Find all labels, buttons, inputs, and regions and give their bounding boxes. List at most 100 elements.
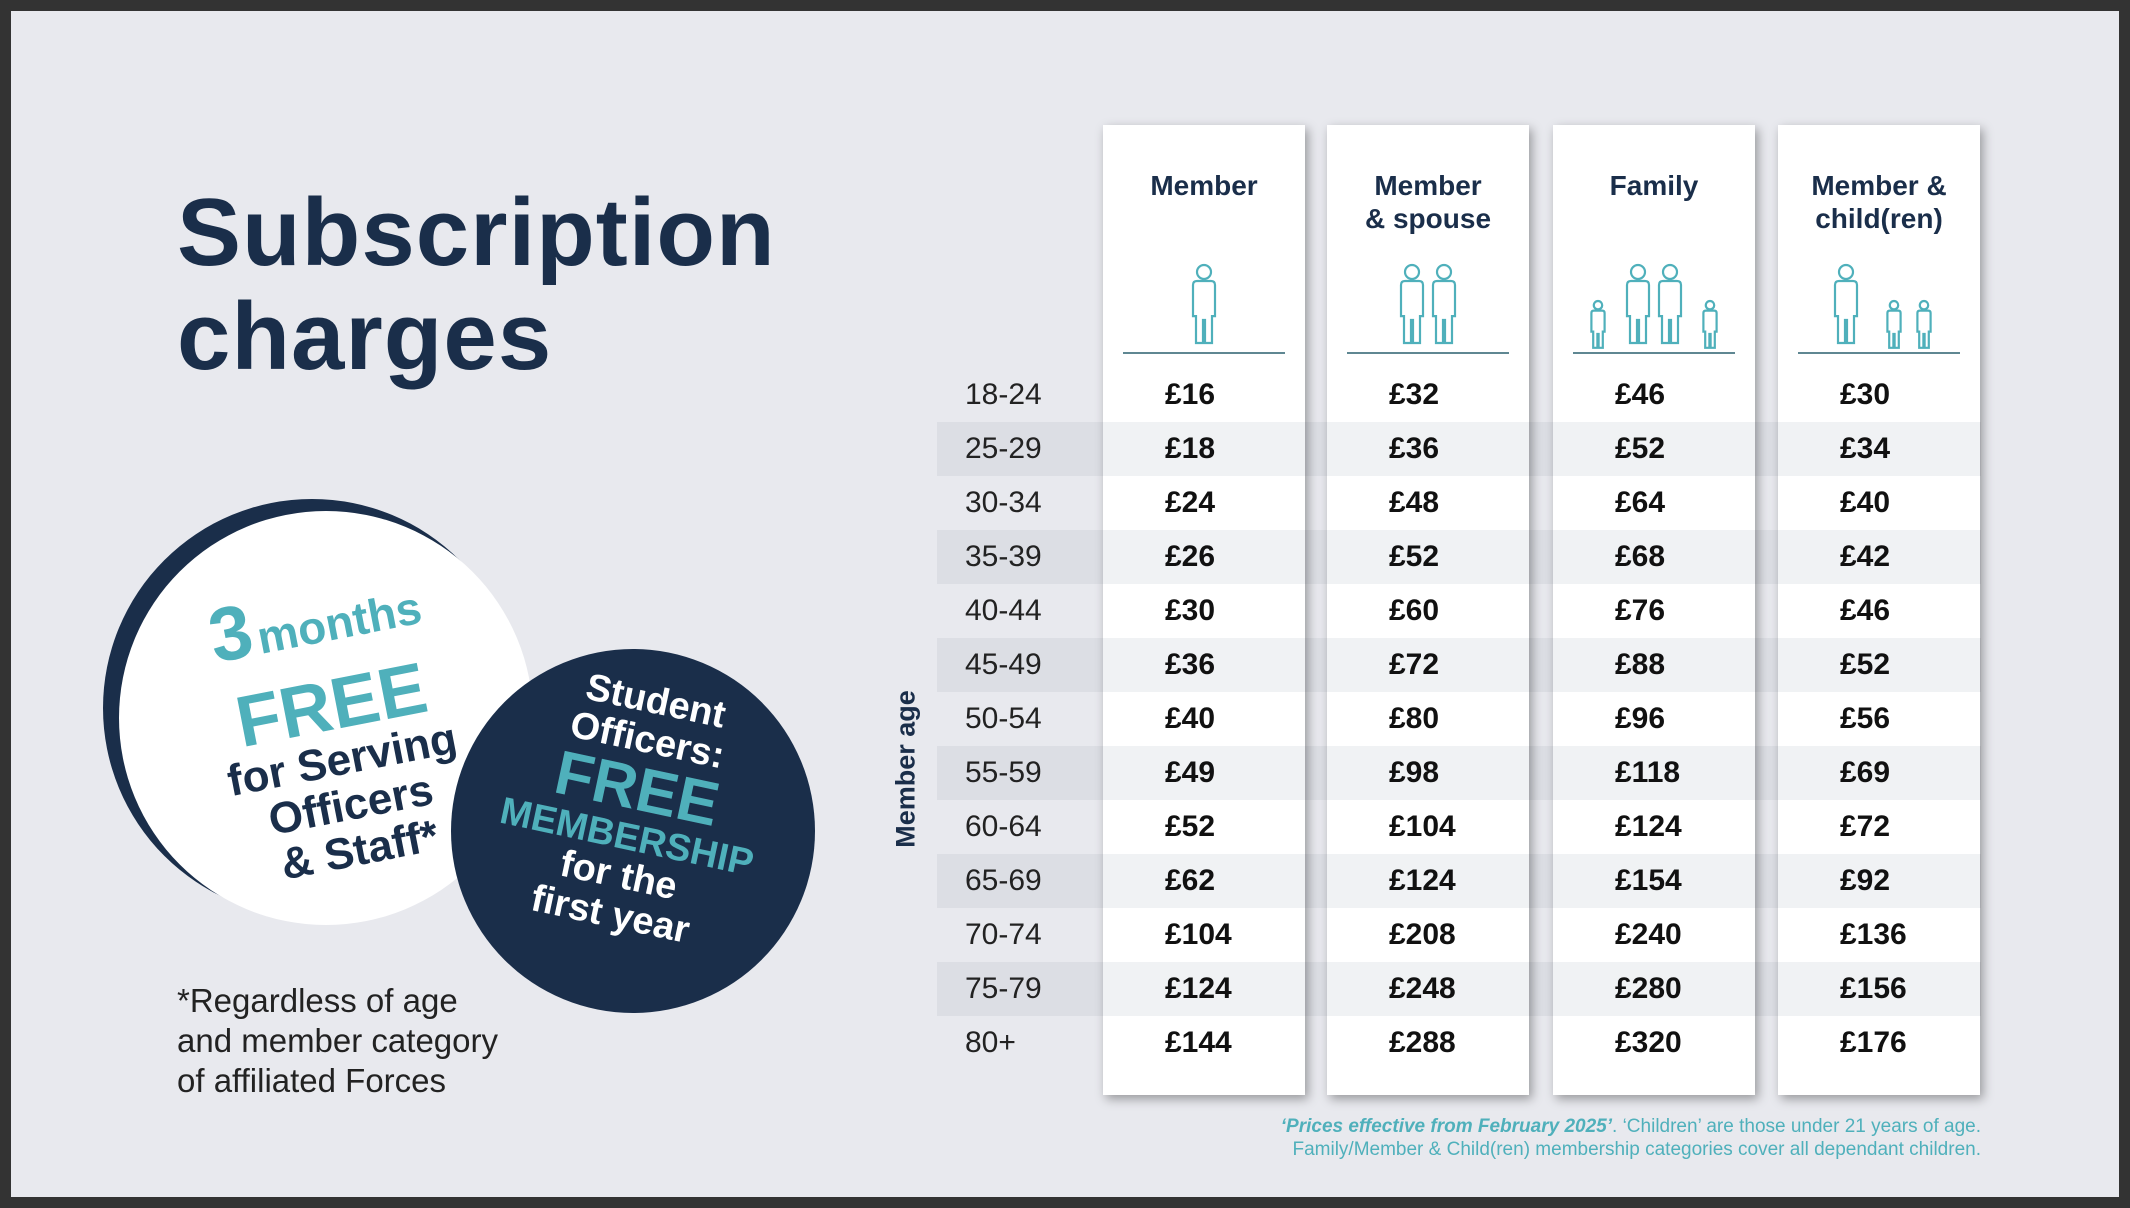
price-cell: £16 xyxy=(1165,378,1216,411)
price-cell: £56 xyxy=(1840,702,1891,735)
price-cell: £98 xyxy=(1389,756,1440,789)
price-cell: £52 xyxy=(1389,540,1440,573)
page-title: Subscription charges xyxy=(177,181,776,389)
note-line: of affiliated Forces xyxy=(177,1062,447,1099)
footnote-text: Family/Member & Child(ren) membership ca… xyxy=(1292,1139,1981,1160)
row-stripe xyxy=(1778,854,1980,908)
price-column: Member £16 £18 £24 £26 £30 £36 £40 £49 £52 £62 £104… xyxy=(1103,125,1305,1095)
row-stripe xyxy=(1327,638,1529,692)
price-cell: £52 xyxy=(1615,432,1666,465)
row-stripe xyxy=(1778,422,1980,476)
price-cell: £156 xyxy=(1840,972,1907,1005)
footnote: ‘Prices effective from February 2025’. ‘… xyxy=(1281,1115,1981,1161)
row-stripe xyxy=(1103,638,1305,692)
price-cell: £92 xyxy=(1840,864,1891,897)
column-header-line: & spouse xyxy=(1364,203,1492,234)
price-cell: £118 xyxy=(1615,756,1681,789)
price-cell: £208 xyxy=(1389,918,1456,951)
footnote-text: . ‘Children’ are those under 21 years of… xyxy=(1612,1116,1981,1137)
row-stripe xyxy=(1327,962,1529,1016)
row-axis-label: Member age xyxy=(890,690,921,848)
price-cell: £248 xyxy=(1389,972,1456,1005)
price-cell: £320 xyxy=(1615,1026,1682,1059)
row-stripe xyxy=(1327,422,1529,476)
price-cell: £18 xyxy=(1165,432,1216,465)
row-stripe xyxy=(1103,530,1305,584)
age-band-label: 80+ xyxy=(965,1026,1016,1059)
price-cell: £24 xyxy=(1165,486,1216,519)
age-band-label: 25-29 xyxy=(965,432,1042,465)
note-line: and member category xyxy=(177,1022,498,1059)
title-line: Subscription xyxy=(177,179,776,286)
eligibility-note: *Regardless of age and member category o… xyxy=(177,981,498,1101)
price-cell: £68 xyxy=(1615,540,1666,573)
row-stripe xyxy=(1103,854,1305,908)
price-cell: £26 xyxy=(1165,540,1216,573)
row-stripe xyxy=(1327,746,1529,800)
badge-number: 3 xyxy=(201,588,260,680)
price-cell: £32 xyxy=(1389,378,1440,411)
price-cell: £62 xyxy=(1165,864,1216,897)
age-band-label: 30-34 xyxy=(965,486,1042,519)
row-stripe xyxy=(1778,530,1980,584)
price-cell: £49 xyxy=(1165,756,1216,789)
price-cell: £124 xyxy=(1165,972,1232,1005)
row-stripe xyxy=(1778,746,1980,800)
column-header-line: Member xyxy=(1150,170,1258,201)
family-icon xyxy=(1573,263,1735,354)
price-cell: £80 xyxy=(1389,702,1440,735)
price-cell: £176 xyxy=(1840,1026,1907,1059)
price-cell: £46 xyxy=(1615,378,1666,411)
age-band-label: 70-74 xyxy=(965,918,1042,951)
column-header: Member & spouse xyxy=(1327,169,1529,235)
age-band-label: 55-59 xyxy=(965,756,1042,789)
price-cell: £36 xyxy=(1389,432,1440,465)
price-cell: £30 xyxy=(1165,594,1216,627)
price-column: Member & child(ren) £30 £34 £40 £42 £46 £52 £56 £… xyxy=(1778,125,1980,1095)
price-column: Member & spouse £32 £36 £48 £52 £60 £72 £80 £98 £1… xyxy=(1327,125,1529,1095)
column-header-line: Member xyxy=(1374,170,1482,201)
age-band-label: 75-79 xyxy=(965,972,1042,1005)
price-cell: £124 xyxy=(1615,810,1682,843)
column-header: Member xyxy=(1103,169,1305,202)
page: Subscription charges 18-24 25-29 30-34 35-39… xyxy=(11,11,2119,1197)
age-band-label: 35-39 xyxy=(965,540,1042,573)
note-line: *Regardless of age xyxy=(177,982,458,1019)
column-header-line: Member & xyxy=(1811,170,1947,201)
price-cell: £72 xyxy=(1840,810,1891,843)
age-band-label: 60-64 xyxy=(965,810,1042,843)
price-cell: £69 xyxy=(1840,756,1891,789)
row-stripe xyxy=(1778,638,1980,692)
price-cell: £104 xyxy=(1165,918,1232,951)
column-header: Family xyxy=(1553,169,1755,202)
couple-icon xyxy=(1347,263,1509,354)
title-line: charges xyxy=(177,283,553,390)
price-cell: £96 xyxy=(1615,702,1666,735)
price-cell: £36 xyxy=(1165,648,1216,681)
row-stripe xyxy=(1778,962,1980,1016)
row-stripe xyxy=(1553,746,1755,800)
price-cell: £72 xyxy=(1389,648,1440,681)
column-header: Member & child(ren) xyxy=(1778,169,1980,235)
row-stripe xyxy=(1327,530,1529,584)
price-cell: £154 xyxy=(1615,864,1682,897)
price-cell: £52 xyxy=(1165,810,1216,843)
row-stripe xyxy=(1103,746,1305,800)
price-cell: £76 xyxy=(1615,594,1666,627)
price-cell: £34 xyxy=(1840,432,1891,465)
parent-children-icon xyxy=(1798,263,1960,354)
row-stripe xyxy=(1327,854,1529,908)
age-band-label: 50-54 xyxy=(965,702,1042,735)
price-cell: £48 xyxy=(1389,486,1440,519)
column-header-line: child(ren) xyxy=(1815,203,1943,234)
age-band-label: 40-44 xyxy=(965,594,1042,627)
price-cell: £60 xyxy=(1389,594,1440,627)
price-cell: £46 xyxy=(1840,594,1891,627)
student-officers-badge xyxy=(451,649,815,1013)
price-cell: £40 xyxy=(1165,702,1216,735)
row-stripe xyxy=(1553,854,1755,908)
age-band-label: 65-69 xyxy=(965,864,1042,897)
price-cell: £52 xyxy=(1840,648,1891,681)
row-stripe xyxy=(1103,422,1305,476)
price-cell: £240 xyxy=(1615,918,1682,951)
